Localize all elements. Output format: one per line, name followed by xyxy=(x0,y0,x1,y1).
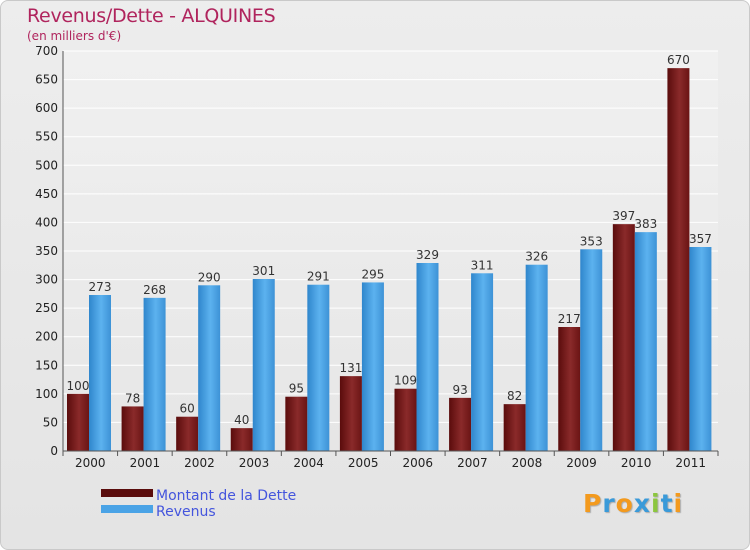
y-tick-label: 450 xyxy=(35,187,58,201)
y-tick-label: 200 xyxy=(35,330,58,344)
bar-dette xyxy=(339,376,362,451)
data-label-revenus: 291 xyxy=(307,270,330,284)
y-tick-label: 650 xyxy=(35,73,58,87)
data-label-revenus: 290 xyxy=(198,270,221,284)
axes: 0 50 100 150 200 250 300 350 400 450 500 550 600 650 7… xyxy=(35,44,719,470)
legend: Montant de la Dette Revenus xyxy=(101,488,296,520)
data-label-revenus: 329 xyxy=(416,248,439,262)
y-tick-label: 150 xyxy=(35,358,58,372)
x-tick-label: 2005 xyxy=(348,456,379,470)
bar-dette xyxy=(558,327,581,451)
bar-revenus xyxy=(143,297,166,451)
legend-swatch-dette xyxy=(101,489,153,497)
x-tick-label: 2009 xyxy=(566,456,597,470)
data-label-dette: 109 xyxy=(394,374,417,388)
bar-revenus xyxy=(252,279,275,451)
grid xyxy=(63,50,718,452)
data-label-dette: 397 xyxy=(612,209,635,223)
data-label-dette: 40 xyxy=(234,413,249,427)
y-tick-label: 100 xyxy=(35,387,58,401)
bar-dette xyxy=(176,416,199,451)
bar-revenus xyxy=(198,285,221,451)
y-tick-label: 0 xyxy=(50,444,58,458)
y-tick-label: 400 xyxy=(35,215,58,229)
y-tick-label: 500 xyxy=(35,158,58,172)
bar-dette xyxy=(394,388,417,451)
y-tick-label: 350 xyxy=(35,244,58,258)
x-tick-label: 2001 xyxy=(130,456,161,470)
y-tick-label: 550 xyxy=(35,130,58,144)
logo-letter: i xyxy=(651,489,661,518)
data-label-revenus: 273 xyxy=(89,280,112,294)
y-tick-label: 600 xyxy=(35,101,58,115)
bar-revenus xyxy=(416,263,439,451)
bar-revenus xyxy=(580,249,603,451)
data-label-revenus: 311 xyxy=(471,258,494,272)
bar-revenus xyxy=(689,247,712,451)
data-label-revenus: 268 xyxy=(143,283,166,297)
data-label-dette: 60 xyxy=(180,402,195,416)
x-tick-label: 2011 xyxy=(675,456,706,470)
data-label-revenus: 301 xyxy=(252,264,275,278)
y-tick-label: 250 xyxy=(35,301,58,315)
x-tick-label: 2008 xyxy=(512,456,543,470)
logo-letter: P xyxy=(583,489,603,518)
bar-revenus xyxy=(361,282,384,451)
bar-dette xyxy=(612,224,635,451)
y-tick-label: 300 xyxy=(35,273,58,287)
x-tick-label: 2007 xyxy=(457,456,488,470)
logo-letter: t xyxy=(660,489,674,518)
logo-letter: x xyxy=(633,489,651,518)
x-tick-label: 2006 xyxy=(403,456,434,470)
x-tick-label: 2002 xyxy=(184,456,215,470)
bar-dette xyxy=(667,68,690,452)
logo-letter: o xyxy=(615,489,634,518)
data-label-dette: 217 xyxy=(558,312,581,326)
chart-title: Revenus/Dette - ALQUINES xyxy=(27,5,276,27)
chart-subtitle: (en milliers d'€) xyxy=(27,29,122,43)
data-label-revenus: 353 xyxy=(580,234,603,248)
bar-revenus xyxy=(525,264,548,451)
legend-swatch-revenus xyxy=(101,505,153,513)
x-tick-label: 2003 xyxy=(239,456,270,470)
data-label-dette: 670 xyxy=(667,53,690,67)
data-label-dette: 95 xyxy=(289,382,304,396)
bars: 100 273 78 268 60 290 40 301 95 291 131 295 109 329 93… xyxy=(67,53,712,452)
y-tick-label: 50 xyxy=(43,415,58,429)
bar-revenus xyxy=(307,284,330,451)
bar-dette xyxy=(67,393,89,451)
data-label-revenus: 383 xyxy=(634,217,657,231)
bar-dette xyxy=(503,404,526,451)
bar-dette xyxy=(121,406,144,451)
data-label-revenus: 326 xyxy=(525,250,548,264)
logo-letter: i xyxy=(673,489,684,518)
data-label-dette: 78 xyxy=(125,391,140,405)
data-label-dette: 131 xyxy=(339,361,362,375)
data-label-dette: 93 xyxy=(452,383,467,397)
data-label-dette: 82 xyxy=(507,389,522,403)
bar-revenus xyxy=(471,273,494,451)
bar-dette xyxy=(449,397,472,451)
legend-label-revenus: Revenus xyxy=(156,504,216,520)
data-label-dette: 100 xyxy=(67,379,90,393)
bar-revenus xyxy=(89,295,111,451)
data-label-revenus: 357 xyxy=(689,232,712,246)
x-tick-label: 2000 xyxy=(75,456,106,470)
y-tick-label: 700 xyxy=(35,44,58,58)
x-tick-label: 2004 xyxy=(293,456,324,470)
x-tick-label: 2010 xyxy=(621,456,652,470)
logo-letter: r xyxy=(602,489,616,518)
data-label-revenus: 295 xyxy=(361,267,384,281)
proxiti-logo: Proxiti xyxy=(583,489,683,518)
bar-dette xyxy=(285,396,308,451)
bar-dette xyxy=(230,428,253,451)
bar-revenus xyxy=(634,232,657,451)
legend-label-dette: Montant de la Dette xyxy=(156,488,296,504)
